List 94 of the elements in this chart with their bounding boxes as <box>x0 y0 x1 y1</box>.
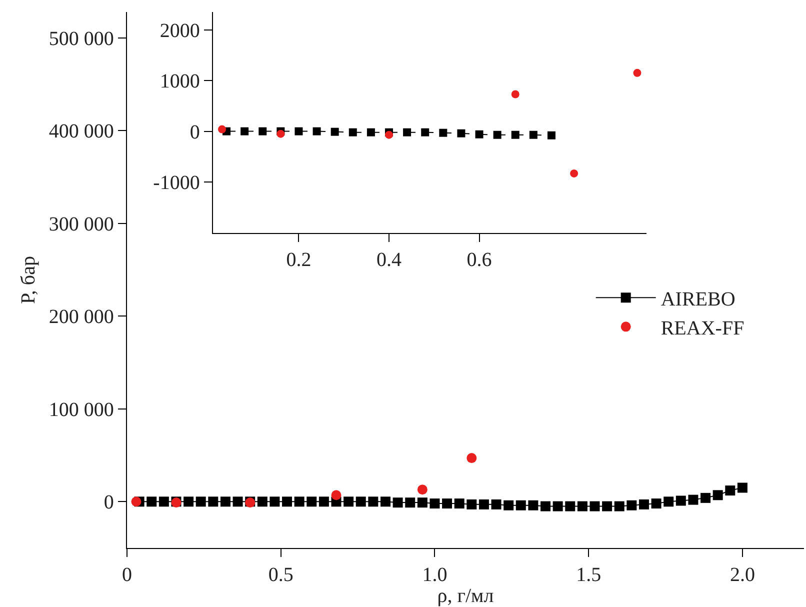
point <box>491 499 502 510</box>
point <box>664 496 674 507</box>
point <box>577 501 588 512</box>
point <box>504 500 514 510</box>
point <box>294 496 304 507</box>
point <box>700 492 711 503</box>
y-tick-label: 2000 <box>160 20 200 42</box>
point <box>403 128 412 136</box>
point <box>528 500 538 510</box>
point <box>417 484 428 495</box>
point <box>454 498 464 508</box>
point <box>570 169 578 178</box>
point <box>405 498 416 508</box>
point <box>676 496 686 506</box>
point <box>385 130 393 139</box>
point <box>688 494 698 505</box>
point <box>131 496 142 507</box>
point <box>356 496 366 507</box>
point <box>240 127 249 136</box>
point <box>312 127 321 136</box>
point <box>638 499 649 510</box>
point <box>511 130 520 139</box>
x-axis-title: ρ, г/мл <box>437 585 494 607</box>
point <box>417 498 428 508</box>
point <box>208 496 218 507</box>
y-tick-label: 1000 <box>160 70 200 93</box>
y-tick-label: 300 000 <box>48 213 114 236</box>
x-tick-label: 2.0 <box>730 564 755 586</box>
point <box>614 501 624 512</box>
point <box>220 496 230 507</box>
point <box>565 501 576 512</box>
point <box>466 499 477 510</box>
y-tick-label: 500 000 <box>48 28 114 50</box>
x-tick-label: 1.0 <box>422 564 448 586</box>
point <box>258 127 267 136</box>
point <box>276 130 285 138</box>
point <box>218 125 226 134</box>
y-tick-label: 200 000 <box>48 306 114 328</box>
point <box>331 490 342 500</box>
point <box>306 496 317 507</box>
point <box>344 496 354 507</box>
point <box>651 498 662 508</box>
y-tick-label: 0 <box>190 121 200 144</box>
y-tick-label: 100 000 <box>48 398 114 421</box>
y-tick-label: 0 <box>104 492 114 514</box>
point <box>146 496 157 507</box>
x-tick-label: 0.2 <box>286 248 312 271</box>
point <box>511 90 520 98</box>
point <box>430 498 440 508</box>
point <box>421 128 430 136</box>
point <box>392 498 403 508</box>
point <box>478 499 489 510</box>
point <box>158 496 169 507</box>
point <box>547 131 556 140</box>
point <box>196 496 206 507</box>
point <box>590 501 600 512</box>
point <box>442 498 452 508</box>
point <box>552 501 563 512</box>
point <box>184 496 194 507</box>
point <box>366 128 375 136</box>
point <box>516 500 526 510</box>
point <box>330 128 339 136</box>
point <box>737 482 748 493</box>
point <box>457 129 466 138</box>
point <box>493 130 502 139</box>
x-tick-label: 0.5 <box>268 564 294 586</box>
point <box>529 130 538 139</box>
point <box>257 496 268 507</box>
point <box>602 501 612 512</box>
y-axis-title: P, бар <box>17 256 40 304</box>
point <box>540 501 551 512</box>
point <box>725 486 736 496</box>
x-tick-label: 0.4 <box>376 248 402 271</box>
point <box>712 490 723 500</box>
y-tick-label: -1000 <box>153 172 200 194</box>
point <box>475 130 484 138</box>
legend-label: AIREBO <box>660 288 736 310</box>
point <box>294 127 303 136</box>
point <box>232 496 243 507</box>
legend-label: REAX-FF <box>660 317 744 340</box>
point <box>348 128 357 136</box>
point <box>439 128 448 137</box>
point <box>626 500 637 510</box>
point <box>318 496 329 507</box>
point <box>270 496 280 507</box>
y-tick-label: 400 000 <box>48 120 114 143</box>
x-tick-label: 0 <box>122 564 132 586</box>
point <box>368 496 378 507</box>
point <box>466 453 477 464</box>
point <box>380 496 390 507</box>
x-tick-label: 1.5 <box>576 564 602 586</box>
point <box>282 496 292 507</box>
x-tick-label: 0.6 <box>466 248 492 271</box>
point <box>633 68 642 77</box>
